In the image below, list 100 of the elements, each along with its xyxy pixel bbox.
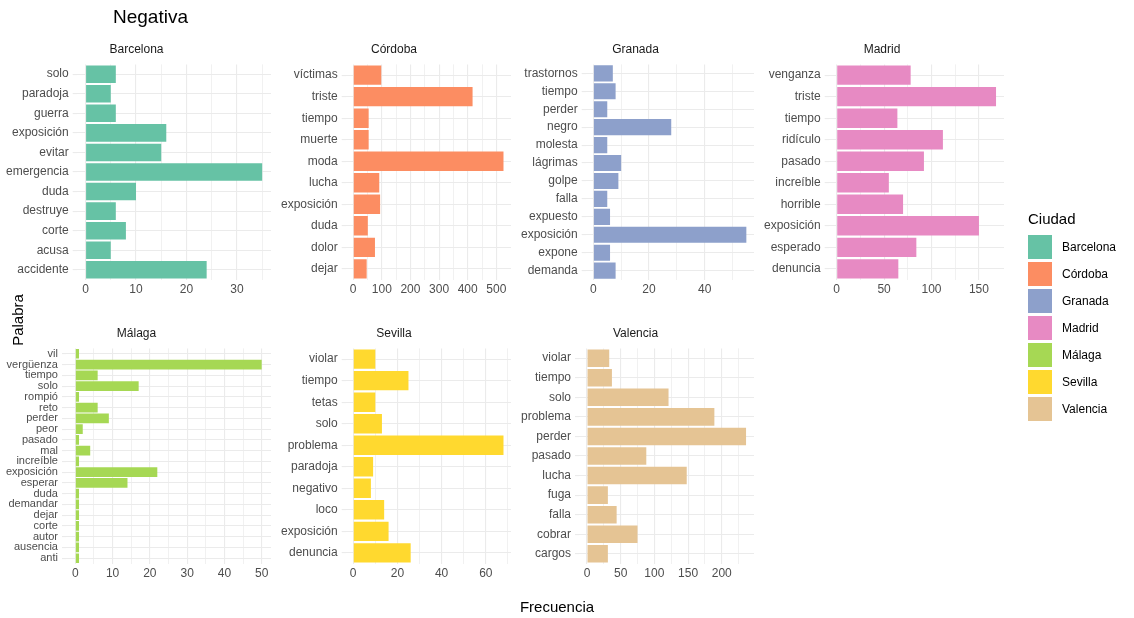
bar [86,65,116,83]
y-tick-label: denuncia [771,261,822,276]
x-tick-label: 50 [614,566,628,581]
bar [587,525,638,544]
bar [86,163,263,181]
bar [587,545,608,563]
bar [593,83,616,100]
y-tick-label: ausencia [13,540,59,553]
bar [353,500,385,520]
y-tick-label: peor [35,422,59,435]
legend-title: Ciudad [1028,210,1077,227]
y-tick-label: tetas [311,394,338,409]
bar [86,124,167,142]
y-tick-label: tiempo [541,83,579,98]
bar [593,226,747,243]
y-tick-label: solo [46,66,70,81]
y-tick-label: emergencia [6,164,70,179]
bar [587,466,687,485]
y-tick-label: negro [547,119,579,134]
bar [837,108,898,128]
bar [353,259,367,279]
y-tick-label: dejar [311,261,338,276]
bar [86,182,136,201]
bar [837,87,997,107]
x-tick-label: 20 [642,282,656,297]
y-tick-label: solo [37,379,58,392]
bar [353,130,369,150]
bar [593,65,613,82]
y-tick-label: exposición [5,465,58,478]
y-tick-label: exposición [281,523,338,538]
x-tick-label: 400 [457,282,479,297]
x-tick-label: 10 [105,566,120,581]
y-tick-label: loco [315,502,339,517]
bar [587,408,715,426]
bar [837,151,924,171]
y-tick-label: falla [555,191,579,206]
y-tick-label: demanda [527,262,579,277]
text: Valencia [612,325,659,340]
bar [86,104,116,123]
x-tick-label: 0 [833,282,841,297]
x-tick-label: 300 [429,282,450,297]
legend-label: Barcelona [1062,239,1117,254]
y-tick-label: muerte [300,132,339,147]
x-tick-label: 0 [349,282,357,297]
y-tick-label: reto [39,400,58,413]
y-tick-label: fuga [547,487,572,502]
bar [837,130,943,150]
x-tick-label: 100 [644,566,665,581]
y-tick-label: duda [311,218,339,233]
y-tick-label: lucha [542,467,572,482]
bar [353,543,411,563]
x-tick-label: 0 [71,566,79,581]
y-tick-label: expuesto [529,209,579,224]
bar [353,457,374,477]
x-tick-label: 100 [921,282,942,297]
bar [353,392,376,412]
y-tick-label: perder [543,101,578,116]
y-tick-label: perder [26,411,59,424]
legend-label: Valencia [1062,401,1108,416]
y-tick-label: tiempo [301,372,339,387]
bar [837,216,979,236]
bar [837,65,911,85]
y-tick-label: ridículo [782,132,822,147]
y-tick-label: molesta [535,137,579,152]
text: Barcelona [109,41,164,56]
x-tick-label: 40 [434,566,449,581]
bar [593,190,608,207]
y-tick-label: vergüenza [6,357,59,370]
bar [86,261,207,279]
bar [593,119,672,136]
y-tick-label: rompió [24,389,58,402]
y-tick-label: cargos [535,546,572,561]
y-tick-label: pasado [531,448,572,463]
y-tick-label: esperado [770,239,822,254]
bar [86,143,162,162]
y-tick-label: corte [42,223,70,237]
bar [353,108,369,128]
legend-label: Sevilla [1062,374,1098,389]
bar [587,505,617,524]
bar [353,194,381,214]
y-tick-label: víctimas [293,67,338,82]
x-tick-label: 20 [390,566,405,581]
bar [353,349,376,369]
bar [353,151,504,171]
bar [837,237,917,257]
y-tick-label: exposición [12,125,69,140]
y-tick-label: tiempo [784,110,822,125]
bar [353,216,368,236]
y-tick-label: perder [536,428,572,443]
y-tick-label: demandar [8,497,59,510]
x-tick-label: 500 [486,282,507,297]
x-tick-label: 0 [82,282,90,297]
chart-title: Negativa [113,6,188,28]
bar [353,435,504,455]
x-tick-label: 20 [179,282,194,297]
y-tick-label: venganza [768,67,822,82]
y-tick-label: negativo [292,480,339,495]
bar [86,221,126,240]
y-tick-label: anti [40,551,58,564]
bar [353,65,382,85]
